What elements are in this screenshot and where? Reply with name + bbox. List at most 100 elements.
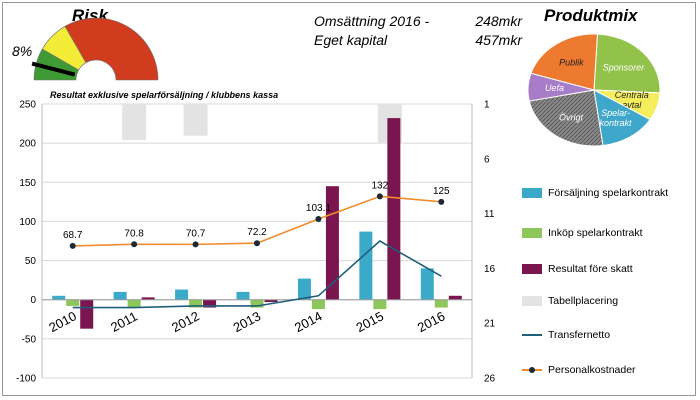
gauge-needle [31,61,76,77]
personalkostnader-data-label: 70.7 [186,228,206,239]
personalkostnader-point [192,241,199,248]
x-tick-label: 2011 [108,309,140,335]
x-tick-label: 2013 [231,308,264,335]
y-tick-label: -100 [16,374,36,385]
y-tick-label: 50 [25,256,37,267]
x-tick-label: 2010 [46,308,79,335]
y2-tick-label: 26 [484,374,496,385]
chart-title: Resultat exklusive spelarförsäljning / k… [50,90,279,100]
risk-gauge [31,17,159,81]
legend-item-resultat: Resultat före skatt [522,262,692,276]
personalkostnader-point [131,241,138,248]
legend-item-transfernetto: Transfernetto [522,328,692,342]
dashboard-frame [2,2,696,396]
legend-item-tabell: Tabellplacering [522,294,692,308]
x-tick-label: 2014 [292,308,325,335]
legend-label-forsaljning: Försäljning spelarkontrakt [548,187,669,199]
key-figures: Omsättning 2016 - 248mkr Eget kapital 45… [314,12,522,50]
revenue-value: 248mkr [475,13,522,29]
bar-försäljning [52,295,66,300]
legend-swatch-inkop [522,228,542,238]
bar-inköp [250,299,264,308]
pie-label-spelarkontrakt: Spelar-kontrakt [600,108,633,128]
legend-label-personal: Personalkostnader [548,364,636,376]
bar-resultat [264,299,278,303]
bar-försäljning [359,231,373,300]
bar-inköp [127,299,141,308]
bar-försäljning [297,278,311,300]
y2-tick-label: 16 [484,264,496,275]
bar-resultat [141,297,155,300]
equity-label: Eget kapital [314,32,388,48]
pie-label--vrigt: Övrigt [559,112,584,122]
tabell-bar [122,104,147,141]
pie-title: Produktmix [544,6,638,25]
bar-försäljning [420,268,434,300]
bar-resultat [448,295,462,300]
legend-swatch-resultat [522,264,542,274]
pie-label-sponsorer: Sponsorer [603,63,646,73]
bar-försäljning [236,291,250,300]
gauge-band-red [64,17,159,81]
revenue-label: Omsättning 2016 - [314,13,430,29]
personalkostnader-point [376,193,383,200]
y2-tick-label: 21 [484,319,496,330]
y-tick-label: 100 [19,217,36,228]
x-tick-label: 2016 [415,308,448,335]
legend-swatch-transfernetto [522,330,542,340]
legend-label-resultat: Resultat före skatt [548,263,633,275]
pie-slice-publik [530,33,598,91]
equity-row: Eget kapital 457mkr [314,31,522,50]
personalkostnader-data-label: 125 [433,186,450,197]
y-tick-label: -50 [22,334,37,345]
equity-value: 457mkr [475,32,522,48]
personalkostnader-data-label: 103.1 [306,203,331,214]
legend-swatch-forsaljning [522,188,542,198]
bar-inköp [189,299,203,308]
pie-slice-sponsorer [593,33,661,94]
personalkostnader-point [315,216,322,223]
bar-resultat [80,299,94,329]
pie-label-publik: Publik [559,57,584,67]
x-tick-label: 2015 [353,308,386,335]
risk-value-label: 8% [12,43,33,59]
personalkostnader-data-label: 68.7 [63,230,83,241]
legend-label-tabell: Tabellplacering [548,295,619,307]
y-tick-label: 200 [19,139,36,150]
legend-item-inkop: Inköp spelarkontrakt [522,226,692,240]
bar-inköp [373,299,387,310]
revenue-row: Omsättning 2016 - 248mkr [314,12,522,31]
legend-swatch-personal [522,365,542,375]
bar-inköp [311,299,325,310]
bar-resultat [203,299,217,308]
bar-inköp [434,299,448,308]
personalkostnader-point [69,242,76,249]
personalkostnader-data-label: 70.8 [124,228,144,239]
bar-försäljning [175,289,189,300]
personalkostnader-data-label: 72.2 [247,227,267,238]
personalkostnader-data-label: 132 [372,180,389,191]
transfernetto-line [72,240,442,309]
bar-inköp [66,299,80,306]
y2-tick-label: 1 [484,100,490,111]
x-tick-label: 2012 [169,308,202,335]
personalkostnader-point [438,198,445,205]
personalkostnader-point [254,240,260,247]
y-tick-label: 250 [19,100,36,111]
tabell-bar [183,104,208,136]
y2-tick-label: 6 [484,154,490,165]
legend-item-forsaljning: Försäljning spelarkontrakt [522,186,692,200]
bar-försäljning [113,291,127,300]
y-tick-label: 0 [30,295,36,306]
pie-label-centrala-avtal: Centrala avtal [615,90,649,110]
pie-slice-spelarkontrakt [593,89,651,147]
pie-slice--vrigt [528,89,604,147]
pie-label-uefa: Uefa [545,83,564,93]
y2-tick-label: 11 [484,209,495,220]
bar-resultat [387,118,401,300]
y-tick-label: 150 [19,178,36,189]
legend-label-inkop: Inköp spelarkontrakt [548,227,643,239]
legend-swatch-tabell [522,296,542,306]
